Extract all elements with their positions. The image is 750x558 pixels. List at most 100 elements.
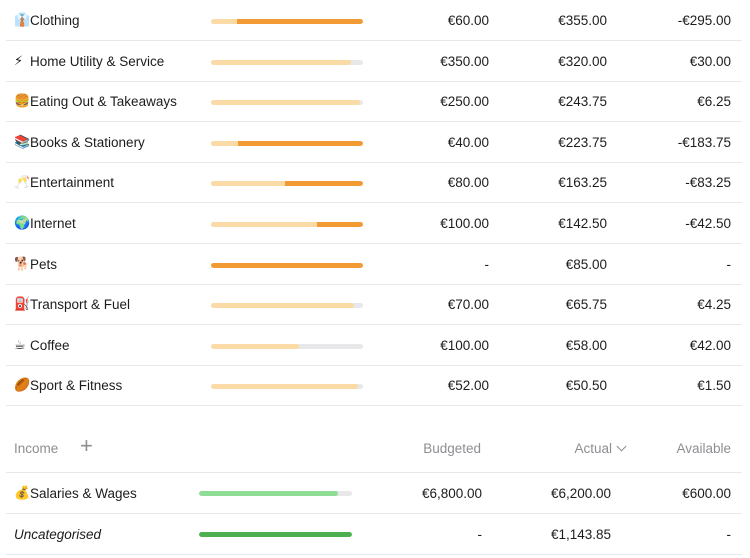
progress-bar-fill [211, 100, 360, 106]
progress-bar-overspend [317, 222, 363, 227]
available-amount: -€183.75 [677, 134, 731, 150]
category-name[interactable]: Internet [30, 216, 76, 231]
category-name[interactable]: Clothing [30, 13, 80, 28]
category-row[interactable]: 🏉 Sport & Fitness €52.00 €50.50 €1.50 [6, 366, 742, 407]
income-row[interactable]: Uncategorised - €1,143.85 - [6, 514, 742, 555]
progress-bar [211, 343, 363, 349]
actual-amount: €58.00 [565, 337, 607, 353]
actual-amount: €142.50 [558, 216, 607, 231]
progress-bar-overspend [211, 262, 363, 268]
dog-icon: 🐕 [14, 256, 31, 272]
actual-amount: €6,200.00 [550, 486, 611, 501]
budgeted-amount[interactable]: €6,800.00 [421, 486, 482, 501]
budgeted-amount[interactable]: €100.00 [440, 216, 489, 231]
progress-bar [211, 384, 363, 390]
globe-icon: 🌍 [14, 216, 31, 231]
column-header-budgeted[interactable]: Budgeted [423, 441, 481, 456]
category-name[interactable]: Coffee [30, 337, 70, 353]
chevron-down-icon [616, 441, 627, 452]
available-amount: €6.25 [697, 94, 731, 110]
progress-bar [211, 262, 363, 268]
category-name[interactable]: Eating Out & Takeaways [30, 94, 177, 110]
budgeted-amount[interactable]: €350.00 [440, 53, 489, 69]
category-row[interactable]: 🐕 Pets - €85.00 - [6, 245, 742, 285]
actual-amount: €355.00 [558, 13, 607, 28]
budgeted-amount[interactable]: €80.00 [447, 175, 489, 191]
available-amount: -€295.00 [677, 13, 731, 28]
category-name[interactable]: Home Utility & Service [30, 53, 165, 69]
available-amount: - [726, 527, 732, 542]
progress-bar [211, 181, 363, 187]
available-amount: €1.50 [697, 378, 731, 394]
plus-icon[interactable]: + [80, 433, 93, 458]
progress-bar-fill [199, 491, 339, 496]
budgeted-amount[interactable]: €60.00 [447, 13, 489, 28]
category-row[interactable]: 🥂 Entertainment €80.00 €163.25 -€83.25 [6, 163, 742, 204]
budgeted-amount[interactable]: €100.00 [440, 337, 489, 353]
progress-bar-fill [211, 303, 354, 309]
progress-bar [211, 59, 363, 65]
actual-amount: €243.75 [558, 94, 607, 110]
category-row[interactable]: 🍔 Eating Out & Takeaways €250.00 €243.75 €6.… [6, 82, 742, 123]
budgeted-amount[interactable]: €250.00 [440, 94, 489, 110]
progress-bar-overspend [238, 140, 363, 146]
category-name[interactable]: Pets [30, 256, 58, 272]
progress-bar-fill [211, 59, 351, 65]
available-amount: €42.00 [689, 337, 731, 353]
category-row[interactable]: ☕ Coffee €100.00 €58.00 €42.00 [6, 326, 742, 366]
category-name[interactable]: Entertainment [30, 175, 115, 191]
budgeted-amount[interactable]: - [484, 256, 490, 272]
available-amount: -€42.50 [685, 216, 731, 231]
income-row[interactable]: 💰 Salaries & Wages €6,800.00 €6,200.00 €600.… [6, 473, 742, 514]
category-row[interactable]: 👔 Clothing €60.00 €355.00 -€295.00 [6, 1, 742, 41]
progress-bar [211, 100, 363, 106]
champagne-icon: 🥂 [14, 175, 31, 191]
category-row[interactable]: 📚 Books & Stationery €40.00 €223.75 -€183.75 [6, 123, 742, 163]
column-header-actual-label: Actual [574, 441, 612, 456]
progress-bar [199, 491, 352, 496]
income-category-name[interactable]: Uncategorised [14, 527, 102, 542]
category-name[interactable]: Sport & Fitness [30, 378, 123, 394]
budgeted-amount[interactable]: €70.00 [447, 297, 489, 313]
available-amount: €600.00 [682, 486, 731, 501]
budgeted-amount[interactable]: €40.00 [447, 134, 489, 150]
actual-amount: €223.75 [558, 134, 607, 150]
category-row[interactable]: ⚡ Home Utility & Service €350.00 €320.00 €30… [6, 42, 742, 82]
progress-bar-overspend [285, 181, 363, 187]
progress-bar [199, 532, 352, 537]
available-amount: -€83.25 [685, 175, 731, 191]
progress-bar [211, 19, 363, 24]
available-amount: - [726, 256, 732, 272]
category-name[interactable]: Books & Stationery [30, 134, 145, 150]
column-header-actual[interactable]: Actual [574, 428, 627, 470]
fuel-pump-icon: ⛽ [14, 297, 31, 313]
actual-amount: €50.50 [565, 378, 607, 394]
budgeted-amount[interactable]: €52.00 [447, 378, 489, 394]
budgeted-amount[interactable]: - [477, 527, 483, 542]
money-bag-icon: 💰 [14, 486, 31, 501]
progress-bar [211, 303, 363, 309]
progress-bar-fill [211, 343, 300, 349]
income-section-header: Income + Budgeted Actual Available [6, 428, 742, 473]
category-name[interactable]: Transport & Fuel [30, 297, 131, 313]
actual-amount: €65.75 [565, 297, 607, 313]
burger-icon: 🍔 [14, 94, 31, 110]
progress-bar [211, 140, 363, 146]
actual-amount: €85.00 [565, 256, 607, 272]
progress-bar-fill [211, 222, 363, 227]
coffee-icon: ☕ [14, 337, 26, 353]
progress-bar-fill [211, 384, 359, 390]
available-amount: €30.00 [689, 53, 731, 69]
actual-amount: €1,143.85 [550, 527, 611, 542]
actual-amount: €163.25 [558, 175, 607, 191]
category-row[interactable]: ⛽ Transport & Fuel €70.00 €65.75 €4.25 [6, 285, 742, 326]
lightning-icon: ⚡ [14, 53, 24, 69]
available-amount: €4.25 [697, 297, 731, 313]
progress-bar-overspend [236, 19, 363, 24]
progress-bar-fill [199, 532, 352, 537]
column-header-available[interactable]: Available [676, 441, 731, 456]
income-category-name[interactable]: Salaries & Wages [30, 486, 137, 501]
rugby-ball-icon: 🏉 [14, 378, 31, 394]
category-row[interactable]: 🌍 Internet €100.00 €142.50 -€42.50 [6, 204, 742, 244]
shirt-tie-icon: 👔 [14, 13, 31, 28]
